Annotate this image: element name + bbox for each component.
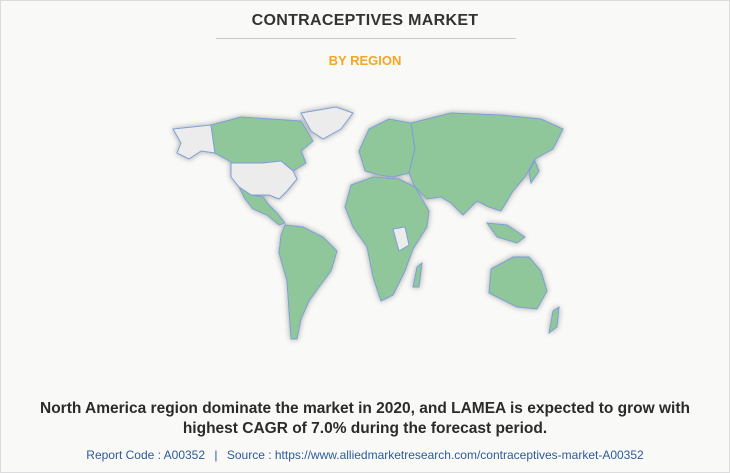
australia: [488, 256, 548, 310]
description-line: North America region dominate the market…: [40, 400, 690, 417]
subtitle: BY REGION: [328, 53, 402, 68]
europe: [358, 118, 416, 178]
title-rule: [216, 38, 516, 39]
report-code: Report Code : A00352: [86, 448, 206, 462]
africa-white-region: [392, 226, 410, 252]
south-america: [278, 224, 338, 340]
japan: [528, 159, 540, 185]
description-line: highest CAGR of 7.0% during the forecast…: [182, 420, 548, 437]
footer: Report Code : A00352 | Source : https://…: [1, 448, 729, 462]
mexico-central-america: [237, 185, 286, 226]
separator: |: [214, 448, 218, 462]
source: Source : https://www.alliedmarketresearc…: [226, 448, 644, 462]
new-zealand: [548, 305, 560, 335]
asia: [408, 112, 564, 216]
africa: [344, 176, 430, 302]
madagascar: [412, 261, 423, 288]
alaska: [172, 124, 216, 160]
world-map: [172, 106, 564, 340]
usa: [230, 160, 298, 200]
southeast-asia-islands: [485, 222, 526, 244]
title: CONTRACEPTIVES MARKET: [251, 12, 479, 29]
greenland: [300, 106, 354, 140]
